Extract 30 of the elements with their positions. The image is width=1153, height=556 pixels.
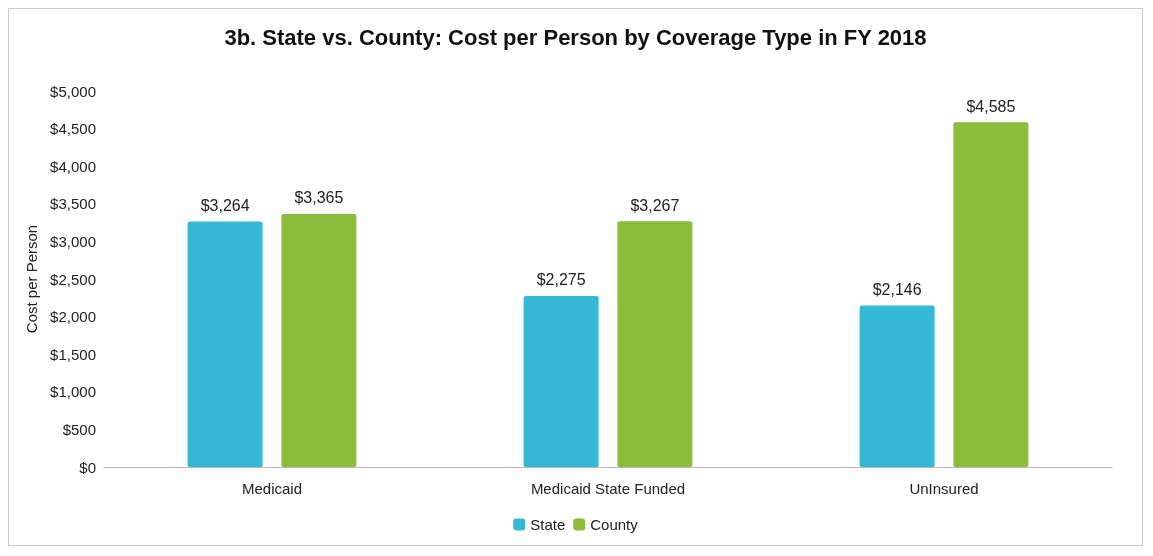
legend-label: State [530,516,566,533]
data-label: $3,365 [294,189,344,207]
y-tick-label: $3,500 [50,195,96,213]
y-tick-label: $4,500 [50,120,96,138]
data-label: $2,275 [536,271,586,289]
legend-label: County [590,516,639,533]
y-axis-title: Cost per Person [23,224,41,334]
data-label: $2,146 [872,281,922,299]
y-tick-label: $4,000 [50,157,96,175]
bar [523,295,599,467]
x-tick-label: Medicaid [241,480,303,497]
x-tick-label: UnInsured [909,480,979,497]
data-label: $3,264 [200,197,250,215]
y-tick-label: $5,000 [50,82,96,100]
y-tick-label: $0 [79,458,96,476]
bar [617,221,693,467]
bar [281,213,357,467]
y-tick-label: $3,000 [50,232,96,250]
y-tick-label: $2,500 [50,270,96,288]
y-tick-label: $1,000 [50,383,96,401]
bar [859,305,935,467]
x-tick-label: Medicaid State Funded [530,480,686,497]
y-tick-label: $2,000 [50,308,96,326]
bar [187,221,263,467]
data-label: $4,585 [966,97,1016,115]
y-tick-label: $500 [62,420,96,438]
bar [953,122,1029,467]
y-tick-label: $1,500 [50,345,96,363]
chart-title: 3b. State vs. County: Cost per Person by Coverage Type in FY 2018 [224,24,927,50]
data-label: $3,267 [630,196,680,214]
